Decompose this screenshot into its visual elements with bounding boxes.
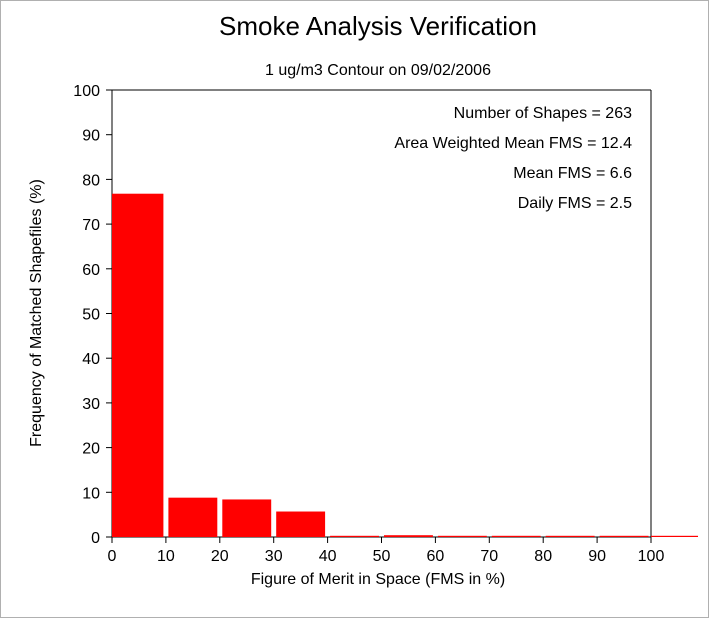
y-tick-label: 70 [82, 217, 100, 234]
y-tick-label: 100 [73, 83, 100, 100]
x-tick-labels: 0 10 20 30 40 50 60 70 80 90 100 [108, 548, 665, 565]
histogram-bar [384, 535, 433, 537]
x-tick-label: 80 [534, 548, 552, 565]
stats-annotation: Area Weighted Mean FMS = 12.4 [394, 135, 632, 152]
stats-annotation: Number of Shapes = 263 [454, 105, 632, 122]
histogram-bar [222, 499, 272, 537]
chart-title: Smoke Analysis Verification [219, 11, 537, 41]
chart-subtitle: 1 ug/m3 Contour on 09/02/2006 [265, 62, 491, 79]
y-tick-labels: 0 10 20 30 40 50 60 70 80 90 100 [73, 83, 100, 547]
x-tick-label: 0 [108, 548, 117, 565]
y-axis-label: Frequency of Matched Shapefiles (%) [28, 179, 45, 447]
histogram-bar [437, 535, 487, 537]
plot-axes [106, 89, 652, 543]
x-tick-label: 10 [157, 548, 175, 565]
histogram-bar [545, 535, 595, 537]
x-tick-label: 60 [427, 548, 445, 565]
histogram-bar [112, 193, 164, 538]
x-tick-label: 20 [211, 548, 229, 565]
histogram-bars [112, 193, 698, 538]
histogram-bar [491, 535, 541, 537]
histogram-bar [599, 535, 649, 537]
x-tick-label: 90 [588, 548, 606, 565]
y-tick-label: 90 [82, 128, 100, 145]
y-tick-label: 60 [82, 262, 100, 279]
x-tick-label: 70 [480, 548, 498, 565]
x-tick-label: 30 [265, 548, 283, 565]
histogram-bar [276, 511, 326, 537]
x-tick-label: 50 [373, 548, 391, 565]
stats-annotation: Daily FMS = 2.5 [518, 195, 632, 212]
y-tick-label: 80 [82, 172, 100, 189]
y-tick-label: 0 [91, 530, 100, 547]
y-tick-label: 40 [82, 351, 100, 368]
y-tick-label: 10 [82, 485, 100, 502]
histogram-bar [330, 535, 379, 537]
x-tick-label: 40 [319, 548, 337, 565]
y-tick-label: 50 [82, 307, 100, 324]
histogram-bar [651, 535, 698, 537]
x-tick-label: 100 [638, 548, 665, 565]
histogram-bar [168, 497, 218, 537]
y-tick-label: 30 [82, 396, 100, 413]
stats-annotation: Mean FMS = 6.6 [513, 165, 632, 182]
stats-annotations: Number of Shapes = 263 Area Weighted Mean… [394, 105, 632, 212]
x-axis-label: Figure of Merit in Space (FMS in %) [251, 571, 505, 588]
y-tick-label: 20 [82, 441, 100, 458]
